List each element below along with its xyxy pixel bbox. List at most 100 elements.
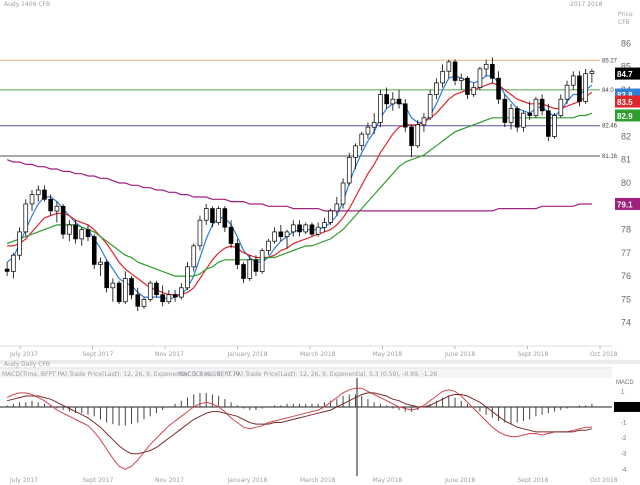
candle-59 (371, 113, 377, 135)
candle-2 (17, 227, 22, 260)
price-x-axis: July 2017 Sept 2017 Nov 2017 January 2018 Ma… (0, 345, 618, 358)
candle-15 (98, 257, 103, 277)
candle-33 (210, 206, 215, 228)
candle-69 (434, 78, 439, 100)
macd-x-tick-7: Sept 2018 (518, 477, 549, 484)
candle-67 (421, 113, 427, 132)
price-tag-box-3 (615, 109, 640, 122)
candle-body-33 (210, 208, 215, 223)
candle-12 (79, 227, 85, 246)
candle-body-13 (85, 229, 91, 237)
candle-body-69 (434, 82, 439, 95)
candle-body-60 (378, 94, 383, 123)
candle-body-49 (309, 224, 315, 235)
candle-body-22 (141, 299, 147, 307)
candle-3 (23, 199, 29, 237)
candle-body-71 (446, 61, 452, 72)
candle-92 (577, 71, 582, 107)
candle-94 (589, 68, 595, 83)
candle-body-51 (322, 222, 327, 228)
candle-8 (54, 201, 60, 223)
price-y-tick-4: 82 (621, 131, 631, 141)
macd-x-tick-3: January 2018 (227, 477, 268, 484)
candle-body-12 (79, 229, 85, 240)
candle-74 (465, 75, 470, 100)
candle-45 (284, 229, 290, 249)
candle-65 (409, 124, 414, 158)
price-tags: 84.783.883.582.979.1 (615, 67, 640, 210)
candle-body-31 (197, 219, 203, 247)
candle-51 (322, 217, 327, 232)
candle-21 (135, 287, 141, 312)
candle-83 (521, 110, 526, 132)
candle-10 (67, 220, 72, 242)
candle-31 (197, 215, 203, 251)
candle-body-29 (185, 266, 190, 289)
candle-71 (446, 59, 452, 79)
candle-90 (564, 80, 570, 104)
candle-1 (11, 252, 16, 279)
candle-54 (340, 178, 346, 209)
candle-0 (4, 262, 10, 277)
price-y-tick-9: 77 (621, 248, 631, 258)
candle-77 (483, 59, 489, 76)
candle-25 (160, 285, 165, 307)
candle-36 (228, 220, 234, 249)
candle-body-15 (98, 261, 103, 265)
candle-47 (297, 220, 302, 237)
candle-11 (73, 220, 78, 244)
candle-body-23 (147, 282, 153, 300)
candle-4 (29, 189, 35, 211)
candle-63 (396, 89, 402, 109)
series-line-3 (6, 159, 592, 212)
candle-body-8 (54, 205, 60, 212)
candle-37 (235, 238, 240, 270)
price-y-tick-8: 78 (621, 225, 631, 235)
candle-body-89 (558, 98, 564, 116)
price-x-tick-4: March 2018 (300, 351, 336, 358)
candle-42 (266, 238, 271, 256)
candle-87 (546, 103, 551, 142)
macd-series-line-1 (6, 392, 593, 455)
candle-body-41 (259, 250, 265, 272)
candle-body-74 (465, 77, 470, 95)
candle-body-42 (266, 240, 271, 251)
price-tag-3: 82.9 (617, 112, 633, 121)
price-panel-title: Audy 1406 CFB (4, 1, 50, 8)
macd-panel: MACD(Time, BFPT PA) Trade Price(Last): 1… (0, 369, 640, 484)
candle-38 (241, 262, 246, 284)
candle-75 (471, 82, 477, 97)
indicator-header: Audy Daily CFB (4, 361, 50, 368)
candle-60 (378, 89, 383, 128)
candle-body-18 (116, 282, 122, 303)
price-y-tick-12: 74 (621, 318, 631, 328)
candle-body-75 (471, 87, 477, 95)
candle-body-39 (247, 259, 253, 279)
candle-24 (154, 280, 159, 298)
candle-body-53 (334, 203, 340, 212)
price-x-tick-8: Oct 2018 (590, 351, 618, 358)
candle-body-54 (340, 182, 346, 205)
candle-body-55 (346, 157, 352, 184)
candle-44 (278, 224, 284, 242)
price-x-tick-0: July 2017 (9, 351, 38, 358)
candle-78 (490, 57, 495, 83)
candle-body-76 (477, 68, 483, 88)
candle-27 (172, 290, 178, 302)
candle-6 (42, 185, 47, 202)
candle-46 (291, 220, 296, 237)
candle-18 (116, 280, 122, 305)
candlesticks (4, 57, 595, 312)
macd-y-tick-5: -4 (621, 467, 627, 473)
price-axis-unit: CFB (618, 19, 630, 26)
candle-body-43 (272, 231, 277, 242)
candle-body-85 (533, 98, 539, 116)
macd-axis-tag: MACD (616, 380, 634, 386)
macd-y-tick-0: 1 (621, 389, 625, 395)
candle-body-65 (409, 126, 414, 147)
candle-body-78 (490, 63, 495, 79)
macd-legend-bar (0, 369, 612, 378)
candle-55 (346, 152, 352, 186)
candle-body-30 (191, 245, 197, 268)
